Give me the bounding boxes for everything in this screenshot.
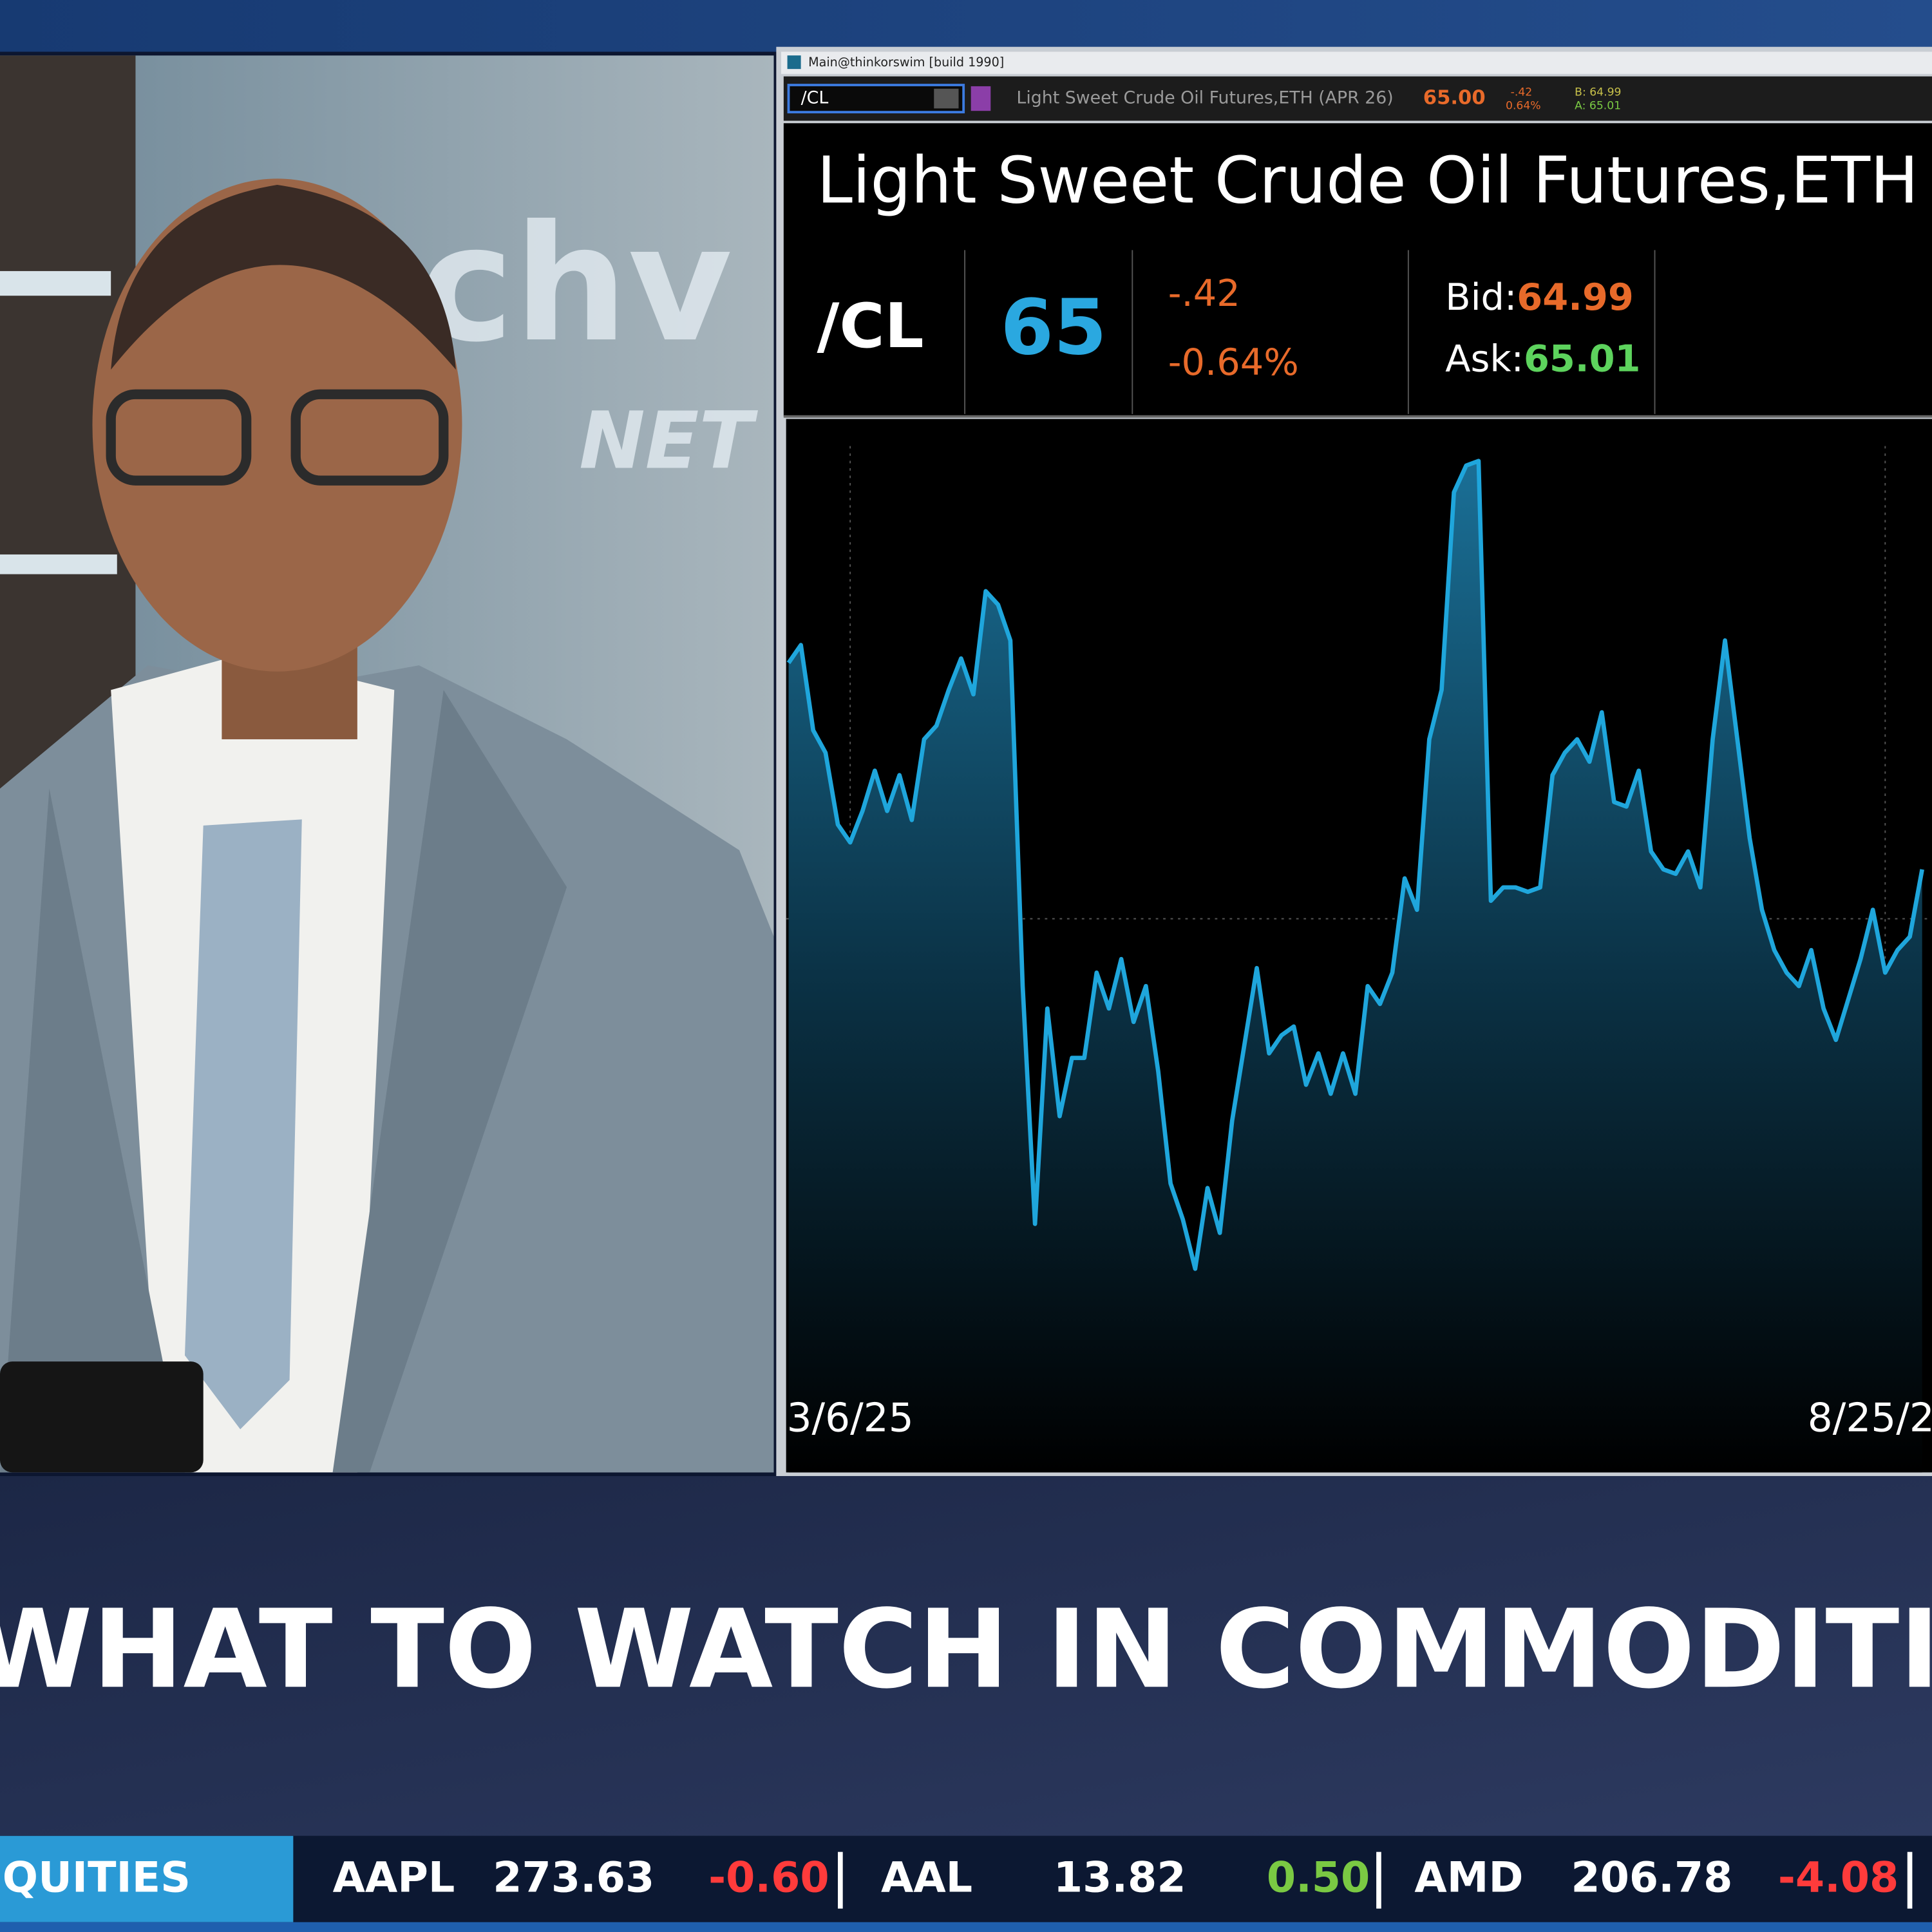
quote-change: -.42 [1168, 272, 1240, 315]
quote-title: Light Sweet Crude Oil Futures,ETH [817, 144, 1918, 218]
area [788, 460, 1922, 1473]
ticker-symbol: AAPL [333, 1854, 455, 1902]
head [92, 178, 462, 672]
ticker-items: AAPL 273.63 -0.60 AAL 13.82 0.50 AMD 206.78 -4.0… [333, 1852, 1913, 1909]
ticker-section: QUITIES [3, 1854, 191, 1902]
x-tick-label: 3/6/25 [787, 1396, 914, 1441]
glasses [290, 389, 449, 486]
bid-small: B: 64.99 [1575, 86, 1621, 99]
last-price: 65.00 [1423, 87, 1486, 109]
quote-pct: -0.64% [1168, 341, 1299, 384]
bottom-strip [0, 1922, 1932, 1932]
ask-label: Ask: [1445, 337, 1524, 380]
tablet [0, 1361, 204, 1473]
ticker-change: -4.08 [1778, 1854, 1899, 1902]
studio-light [0, 270, 111, 296]
x-tick-label: 8/25/2 [1808, 1396, 1932, 1441]
link-icon[interactable] [971, 86, 991, 111]
window-title: Main@thinkorswim [build 1990] [808, 55, 1004, 70]
ask-label: Ask:65.01 [1445, 337, 1640, 380]
backdrop-sub: NET [579, 394, 758, 486]
window-titlebar [781, 52, 1932, 74]
description: Light Sweet Crude Oil Futures,ETH (APR 2… [1016, 88, 1393, 108]
pct-change: 0.64% [1506, 100, 1541, 113]
ticker-price: 206.78 [1571, 1854, 1732, 1902]
lower-third [0, 1476, 1932, 1836]
quote-header [783, 123, 1932, 417]
ticker-change: 0.50 [1267, 1854, 1370, 1902]
studio-light [0, 554, 117, 574]
tie [184, 819, 302, 1430]
presenter-video: chv NET [0, 55, 774, 1473]
bid-label: Bid:64.99 [1445, 276, 1634, 319]
quote-last: 65 [1001, 283, 1107, 372]
bid-value: 64.99 [1517, 276, 1633, 319]
glasses [106, 389, 252, 486]
headline: WHAT TO WATCH IN COMMODITIES [0, 1586, 1932, 1712]
ticker-price: 13.82 [1054, 1854, 1186, 1902]
lapels [0, 690, 567, 1473]
ticker-divider [838, 1852, 843, 1909]
symbol-input[interactable]: /CL [801, 88, 829, 108]
quote-symbol: /CL [817, 290, 923, 362]
ticker [0, 1835, 1932, 1925]
hair [111, 184, 456, 370]
ask-small: A: 65.01 [1575, 100, 1621, 113]
ticker-section-box [0, 1835, 294, 1922]
net-change: -.42 [1511, 86, 1533, 99]
ticker-price: 273.63 [493, 1854, 654, 1902]
chart [786, 446, 1932, 1473]
bid-label: Bid: [1445, 276, 1517, 319]
app-icon [787, 55, 801, 70]
ticker-symbol: AMD [1414, 1854, 1523, 1902]
ticker-change: -0.60 [708, 1854, 829, 1902]
x-axis: 3/6/25 8/25/2 [787, 1396, 1932, 1441]
ticker-divider [1907, 1852, 1913, 1909]
price-line [786, 459, 1924, 1271]
backdrop-logo: chv [419, 191, 733, 377]
top-bar [0, 0, 1932, 52]
dropdown[interactable] [934, 88, 959, 109]
ticker-symbol: AAL [881, 1854, 972, 1902]
ask-value: 65.01 [1524, 337, 1640, 380]
ticker-divider [1376, 1852, 1381, 1909]
